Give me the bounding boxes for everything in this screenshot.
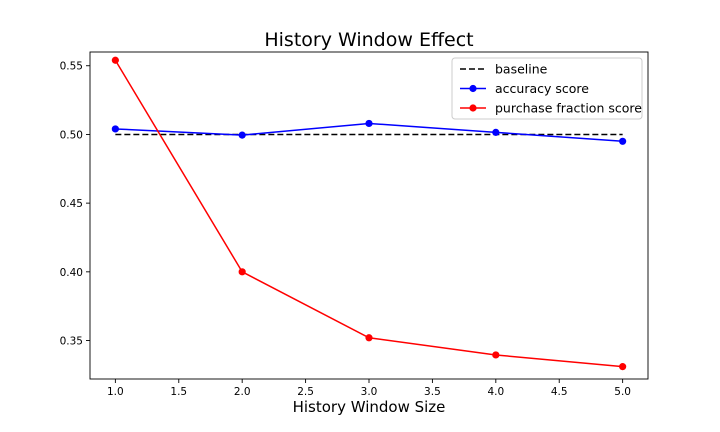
x-tick-label: 3.5 [424,386,441,398]
y-tick-label: 0.50 [60,129,83,141]
x-tick-label: 4.5 [551,386,568,398]
data-point [619,137,627,145]
legend-label: accuracy score [495,81,589,96]
x-tick-label: 1.5 [170,386,187,398]
series-accuracy-score [111,119,627,145]
x-axis: 1.0 1.5 2.0 2.5 3.0 3.5 4.0 4.5 5.0 [107,379,631,398]
data-point [111,56,119,64]
x-tick-label: 2.5 [297,386,314,398]
x-tick-label: 5.0 [614,386,631,398]
legend-box [451,57,643,120]
legend-label: baseline [495,62,548,77]
chart-title: History Window Effect [264,29,473,51]
x-tick-label: 3.0 [361,386,378,398]
legend-marker [469,84,477,93]
data-point [365,334,373,342]
legend-item: accuracy score [460,81,589,96]
series-purchase-fraction-score [111,56,627,371]
legend-item: purchase fraction score [460,101,642,116]
y-axis: 0.35 0.40 0.45 0.50 0.55 [60,61,90,348]
legend-item: baseline [460,62,548,77]
legend-marker [469,104,477,112]
x-axis-label: History Window Size [293,398,446,416]
data-point [492,128,500,136]
legend-label: purchase fraction score [495,101,642,116]
x-tick-label: 1.0 [107,386,124,398]
data-point [365,119,373,128]
data-point [238,131,246,139]
data-point [492,351,500,359]
y-tick-label: 0.35 [60,336,83,348]
y-tick-label: 0.55 [60,61,83,73]
data-point [619,363,627,371]
data-point [238,268,246,276]
x-tick-label: 2.0 [234,386,251,398]
y-tick-label: 0.45 [60,198,83,210]
series-layer [111,56,627,371]
x-tick-label: 4.0 [487,386,504,398]
data-point [111,125,119,133]
y-tick-label: 0.40 [60,267,83,279]
legend: baseline accuracy score purchase fraction … [451,57,643,120]
